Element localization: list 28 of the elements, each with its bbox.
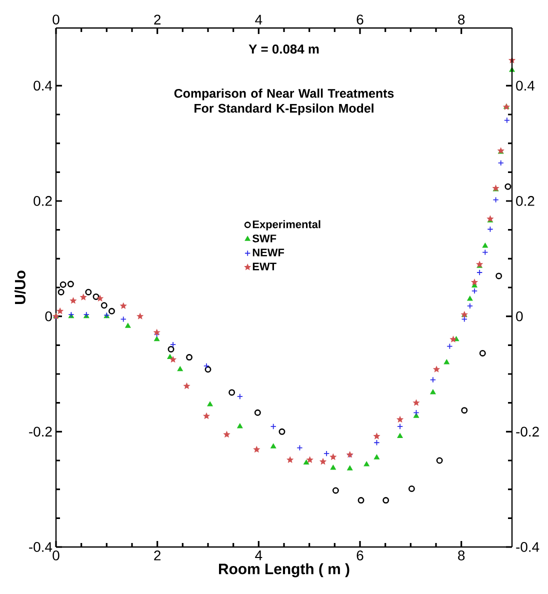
y2-tick-label: 0	[516, 311, 523, 322]
y-tick-label: 0.4	[34, 80, 52, 91]
legend-label: NEWF	[252, 248, 284, 256]
x-tick-label: 8	[458, 550, 465, 560]
x2-tick-label: 0	[52, 14, 60, 24]
x2-tick-label: 4	[255, 14, 262, 24]
x2-tick-label: 6	[356, 14, 364, 24]
y-tick-label: 0.2	[34, 196, 52, 206]
legend-label: Experimental	[252, 220, 320, 230]
legend-label: SWF	[252, 234, 276, 242]
y2-tick-label: 0.4	[516, 80, 534, 91]
y2-tick-label: -0.2	[516, 426, 539, 437]
x-tick-label: 6	[356, 550, 364, 560]
x2-tick-label: 2	[154, 14, 161, 24]
text: Comparison of Near Wall Treatments For Standard K-Epsilon Model	[174, 88, 394, 116]
x-tick-label: 0	[52, 550, 60, 560]
x2-tick-label: 8	[458, 14, 465, 24]
y-tick-label: -0.2	[29, 426, 52, 437]
y2-tick-label: 0.2	[516, 196, 534, 206]
y-axis-title: U/Uo	[14, 270, 26, 304]
x-tick-label: 2	[154, 550, 161, 560]
x-tick-label: 4	[255, 550, 262, 560]
y2-tick-label: -0.4	[516, 542, 540, 552]
legend-label: EWT	[252, 262, 276, 270]
x-axis-title: Room Length ( m )	[219, 563, 350, 578]
y-tick-label: -0.4	[29, 542, 52, 552]
text: Y = 0.084 m	[248, 44, 319, 54]
y-tick-label: 0	[45, 311, 52, 322]
